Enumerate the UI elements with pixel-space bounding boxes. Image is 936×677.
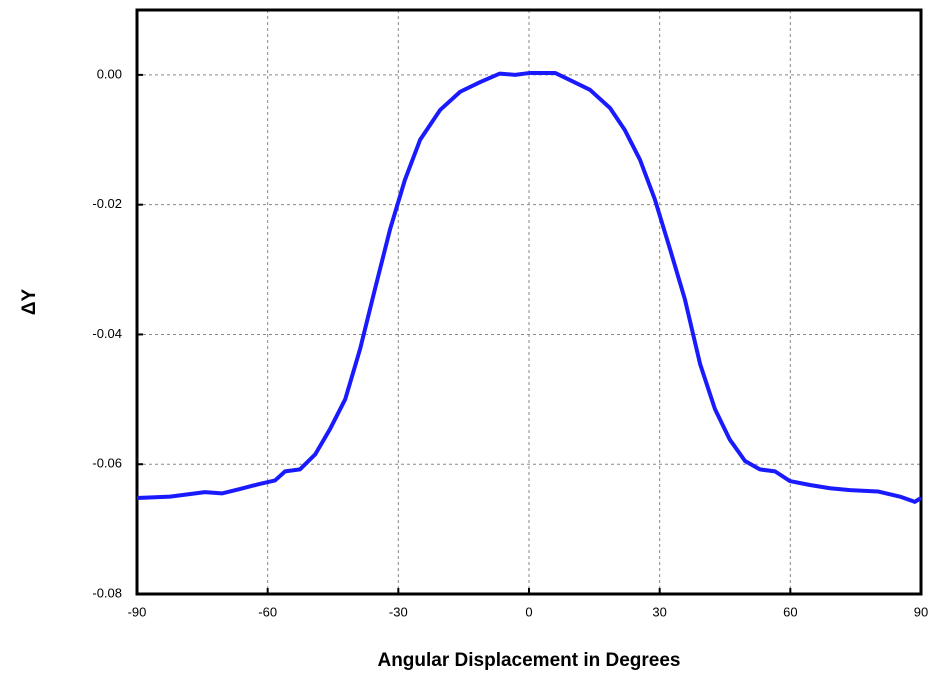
y-tick-label: -0.08	[92, 585, 122, 600]
y-axis-title: ΔY	[19, 289, 40, 316]
x-tick-label: -30	[389, 604, 408, 619]
x-tick-label: 0	[525, 604, 532, 619]
y-tick-label: -0.02	[92, 196, 122, 211]
plot-frame	[135, 8, 923, 596]
x-tick-label: 90	[914, 604, 928, 619]
x-tick-label: 60	[783, 604, 797, 619]
y-tick-label: -0.04	[92, 326, 122, 341]
x-axis-title: Angular Displacement in Degrees	[377, 650, 680, 671]
y-tick-label: 0.00	[97, 66, 122, 81]
data-line	[136, 70, 923, 504]
x-tick-label: -60	[258, 604, 277, 619]
x-tick-label: -90	[128, 604, 147, 619]
x-tick-label: 30	[652, 604, 666, 619]
y-tick-label: -0.06	[92, 456, 122, 471]
